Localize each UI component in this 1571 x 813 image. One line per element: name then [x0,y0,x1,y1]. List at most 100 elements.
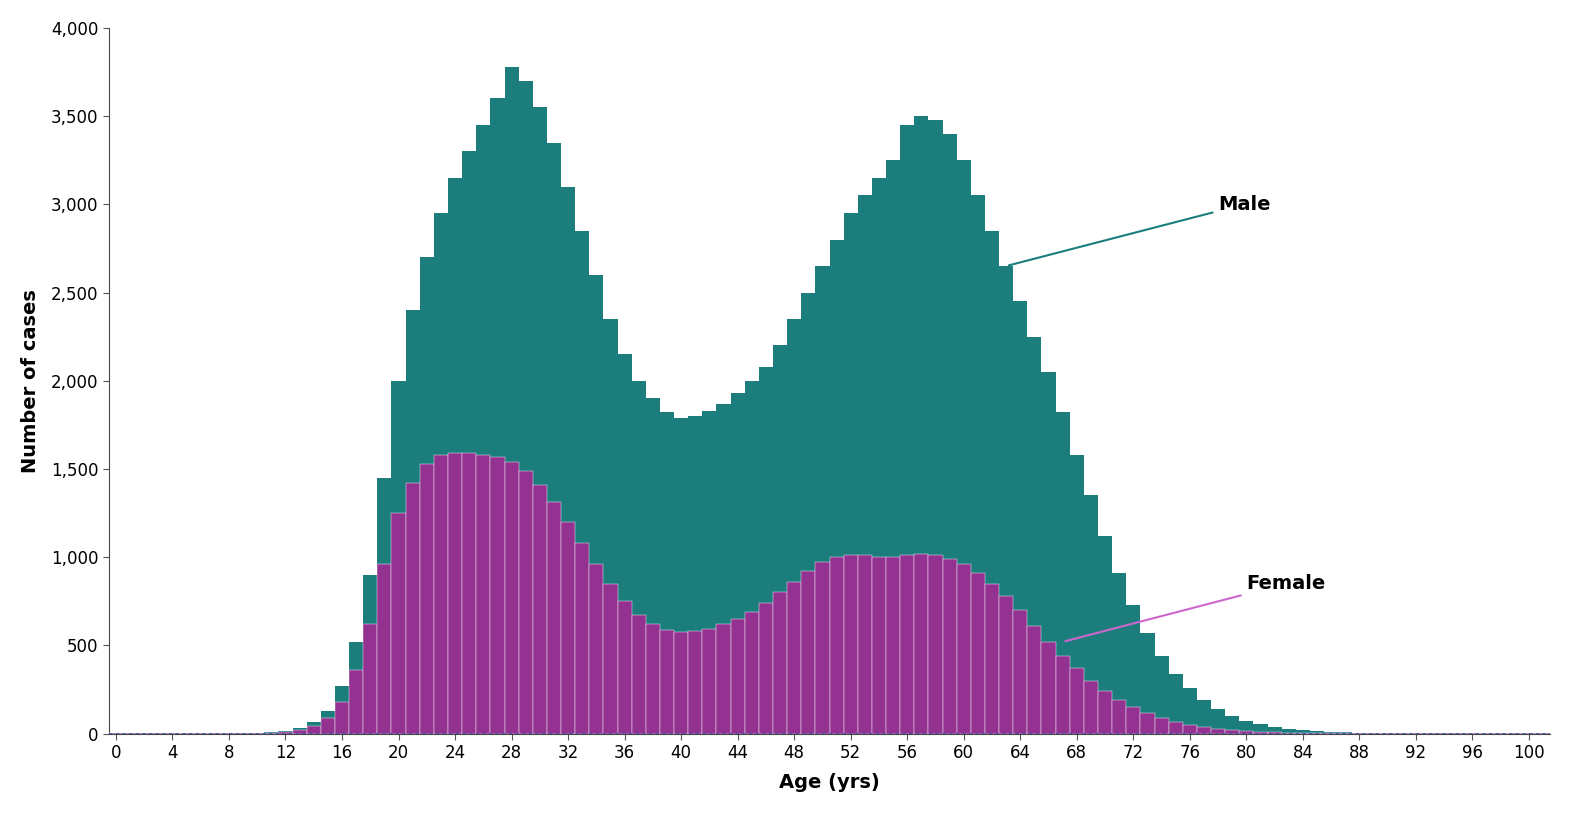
Bar [1042,642,1056,733]
Bar [872,178,886,733]
Bar [731,619,745,733]
Bar [773,346,787,733]
Bar [702,628,716,733]
Bar [377,478,391,733]
Bar [674,633,688,733]
Bar [306,722,320,733]
Bar [1070,668,1084,733]
Bar [1084,680,1098,733]
Bar [787,319,801,733]
Bar [533,485,547,733]
Bar [1013,302,1027,733]
Bar [1254,732,1268,733]
Bar [589,564,603,733]
Bar [1056,412,1070,733]
Bar [801,572,815,733]
Text: Male: Male [1009,195,1271,265]
Bar [688,632,702,733]
Bar [363,624,377,733]
Bar [801,293,815,733]
Bar [320,711,335,733]
Bar [688,416,702,733]
Bar [476,454,490,733]
Bar [1282,729,1296,733]
Bar [1027,626,1042,733]
Bar [448,453,462,733]
Bar [603,319,617,733]
Bar [900,125,914,733]
Bar [858,555,872,733]
Bar [646,398,660,733]
Bar [561,522,575,733]
Bar [490,457,504,733]
Bar [306,726,320,733]
Bar [1098,691,1112,733]
Bar [462,151,476,733]
Y-axis label: Number of cases: Number of cases [20,289,39,472]
Bar [575,543,589,733]
Bar [1197,700,1211,733]
Bar [1310,731,1324,733]
Bar [1056,656,1070,733]
Bar [886,557,900,733]
Bar [928,555,943,733]
Bar [278,732,292,733]
Bar [957,160,971,733]
Bar [985,231,999,733]
Bar [773,593,787,733]
Bar [716,404,731,733]
Bar [745,612,759,733]
Bar [1268,727,1282,733]
X-axis label: Age (yrs): Age (yrs) [779,773,880,792]
Bar [547,502,561,733]
Bar [1211,729,1225,733]
Bar [1126,707,1141,733]
Bar [971,573,985,733]
Bar [1126,605,1141,733]
Bar [575,231,589,733]
Bar [928,120,943,733]
Bar [731,393,745,733]
Bar [1225,716,1240,733]
Bar [1013,610,1027,733]
Bar [914,554,928,733]
Bar [632,380,646,733]
Bar [716,624,731,733]
Bar [829,240,844,733]
Bar [1070,454,1084,733]
Bar [504,462,518,733]
Bar [900,555,914,733]
Bar [419,257,434,733]
Bar [985,584,999,733]
Bar [1254,724,1268,733]
Bar [1183,688,1197,733]
Bar [815,563,829,733]
Bar [1296,730,1310,733]
Bar [632,615,646,733]
Bar [603,584,617,733]
Bar [886,160,900,733]
Bar [957,564,971,733]
Bar [829,557,844,733]
Bar [1240,721,1254,733]
Bar [434,213,448,733]
Bar [518,471,533,733]
Bar [391,513,405,733]
Bar [363,575,377,733]
Bar [1084,495,1098,733]
Bar [844,213,858,733]
Bar [1155,719,1169,733]
Bar [1042,372,1056,733]
Bar [490,98,504,733]
Bar [1324,732,1338,733]
Bar [1112,573,1126,733]
Bar [1098,536,1112,733]
Bar [320,718,335,733]
Bar [745,380,759,733]
Bar [292,730,306,733]
Bar [1183,725,1197,733]
Bar [858,195,872,733]
Bar [759,367,773,733]
Bar [617,354,632,733]
Bar [377,564,391,733]
